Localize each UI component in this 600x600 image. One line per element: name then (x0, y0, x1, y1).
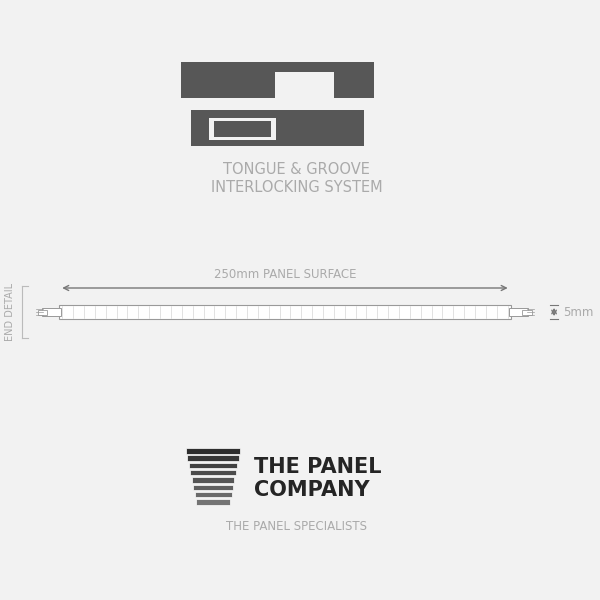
Bar (523, 310, 532, 314)
Bar (209, 118, 276, 140)
Bar (187, 455, 239, 461)
Bar (186, 448, 241, 454)
Bar (280, 72, 340, 98)
Bar (195, 492, 232, 497)
Text: 250mm PANEL SURFACE: 250mm PANEL SURFACE (214, 268, 356, 281)
Text: INTERLOCKING SYSTEM: INTERLOCKING SYSTEM (211, 179, 383, 194)
Bar (38, 310, 47, 314)
Bar (509, 308, 529, 316)
Bar (193, 485, 233, 490)
Text: THE PANEL SPECIALISTS: THE PANEL SPECIALISTS (226, 520, 367, 533)
Bar (214, 121, 271, 137)
Bar (190, 470, 236, 475)
Bar (41, 308, 61, 316)
Bar (275, 72, 340, 108)
Text: 5mm: 5mm (563, 305, 593, 319)
Bar (196, 499, 230, 505)
Bar (181, 62, 374, 98)
Text: COMPANY: COMPANY (254, 480, 370, 500)
Text: TONGUE & GROOVE: TONGUE & GROOVE (223, 163, 370, 178)
Text: END DETAIL: END DETAIL (5, 283, 15, 341)
Bar (191, 110, 364, 146)
Text: THE PANEL: THE PANEL (254, 457, 382, 477)
Bar (192, 477, 235, 482)
Bar (59, 305, 511, 319)
Bar (189, 463, 238, 468)
Bar (334, 62, 357, 98)
